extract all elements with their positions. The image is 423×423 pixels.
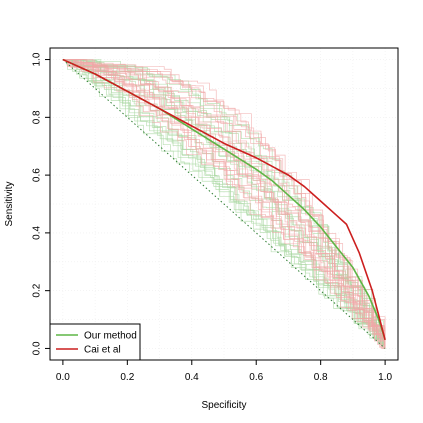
plot-frame xyxy=(49,47,399,361)
x-tick-label: 0.6 xyxy=(249,372,263,383)
grid xyxy=(50,48,398,360)
x-tick-label: 0.2 xyxy=(120,372,134,383)
y-tick-label: 0.0 xyxy=(32,341,43,355)
background-curve xyxy=(62,59,386,349)
legend-label-cai-et-al: Cai et al xyxy=(84,345,121,356)
legend-label-our-method: Our method xyxy=(84,331,137,342)
y-tick-label: 0.2 xyxy=(32,283,43,297)
legend-box xyxy=(49,323,141,361)
y-axis-title: Sensitivity xyxy=(4,181,15,226)
y-tick-label: 1.0 xyxy=(32,52,43,66)
y-tick-label: 0.6 xyxy=(32,168,43,182)
y-axis-ticks: 0.0 0.2 0.4 0.6 0.8 1.0 xyxy=(32,52,50,355)
x-tick-label: 0.4 xyxy=(185,372,199,383)
background-curve xyxy=(62,59,386,349)
x-tick-label: 0.8 xyxy=(314,372,328,383)
x-tick-label: 1.0 xyxy=(378,372,392,383)
background-curve xyxy=(62,59,386,349)
background-curve xyxy=(62,59,386,349)
background-curve xyxy=(62,59,386,349)
x-axis-ticks: 0.0 0.2 0.4 0.6 0.8 1.0 xyxy=(56,360,392,383)
reference-line xyxy=(62,59,386,349)
series-lines xyxy=(62,58,386,341)
background-curve xyxy=(62,59,386,349)
x-tick-label: 0.0 xyxy=(56,372,70,383)
series-line-cai-et-al xyxy=(62,58,386,340)
legend: Our method Cai et al xyxy=(49,323,141,361)
background-curve xyxy=(62,59,386,349)
background-curve xyxy=(62,59,386,349)
y-tick-label: 0.8 xyxy=(32,110,43,124)
y-tick-label: 0.4 xyxy=(32,226,43,240)
background-curve xyxy=(62,59,386,349)
x-axis-title: Specificity xyxy=(201,400,246,411)
background-curves xyxy=(62,59,386,349)
diagonal-reference-line xyxy=(62,59,386,349)
